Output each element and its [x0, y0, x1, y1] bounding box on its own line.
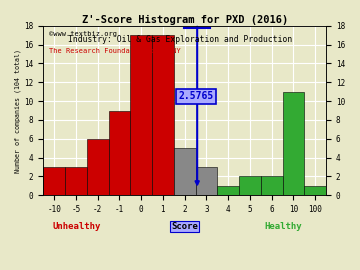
- Title: Z'-Score Histogram for PXD (2016): Z'-Score Histogram for PXD (2016): [81, 15, 288, 25]
- Bar: [174, 148, 195, 195]
- Y-axis label: Number of companies (104 total): Number of companies (104 total): [15, 49, 22, 173]
- Text: 2.5765: 2.5765: [179, 92, 214, 102]
- Text: The Research Foundation of SUNY: The Research Foundation of SUNY: [49, 48, 181, 54]
- Bar: [217, 186, 239, 195]
- Bar: [130, 35, 152, 195]
- Text: Score: Score: [171, 222, 198, 231]
- Bar: [43, 167, 65, 195]
- Text: Unhealthy: Unhealthy: [53, 222, 102, 231]
- Text: ©www.textbiz.org: ©www.textbiz.org: [49, 31, 117, 37]
- Text: Industry: Oil & Gas Exploration and Production: Industry: Oil & Gas Exploration and Prod…: [68, 35, 292, 44]
- Bar: [195, 167, 217, 195]
- Bar: [152, 35, 174, 195]
- Bar: [261, 176, 283, 195]
- Bar: [65, 167, 87, 195]
- Bar: [108, 110, 130, 195]
- Text: Healthy: Healthy: [265, 222, 302, 231]
- Bar: [304, 186, 326, 195]
- Bar: [239, 176, 261, 195]
- Bar: [87, 139, 108, 195]
- Bar: [283, 92, 304, 195]
